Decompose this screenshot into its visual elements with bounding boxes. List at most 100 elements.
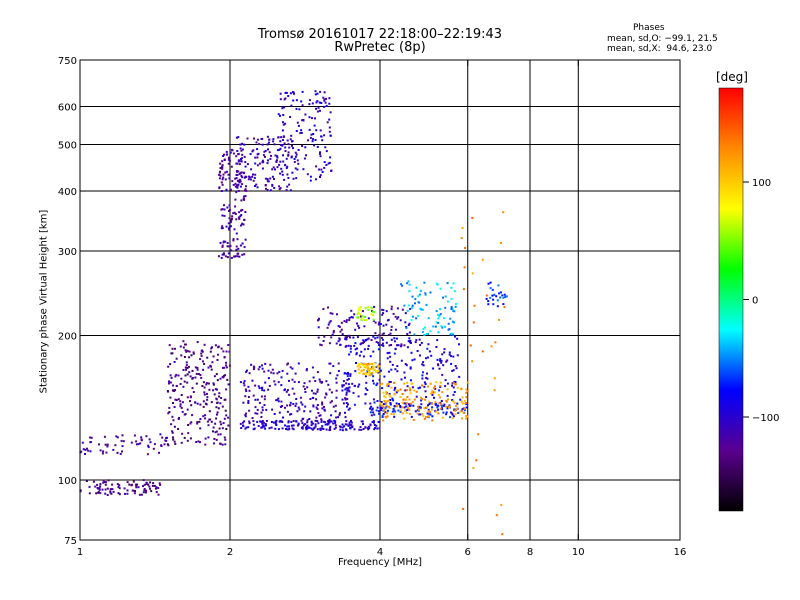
data-point — [438, 389, 441, 392]
data-point — [422, 361, 425, 364]
data-point — [99, 483, 102, 486]
chart-title-line2: RwPretec (8p) — [334, 40, 426, 55]
data-point — [365, 339, 367, 341]
data-point — [391, 397, 394, 400]
data-point — [225, 428, 228, 430]
data-point — [328, 130, 331, 133]
data-point — [219, 170, 221, 173]
data-point — [265, 408, 268, 411]
data-point — [237, 216, 240, 219]
data-point — [401, 406, 404, 409]
data-point — [401, 284, 404, 287]
data-point — [315, 406, 318, 409]
data-point — [428, 413, 431, 416]
data-point — [325, 97, 327, 100]
data-point — [172, 384, 174, 387]
data-point — [418, 301, 421, 304]
data-point — [487, 300, 490, 303]
data-point — [429, 330, 432, 333]
data-point — [224, 443, 227, 446]
data-point — [397, 344, 400, 347]
data-point — [267, 388, 270, 391]
data-point — [281, 139, 284, 141]
data-point — [345, 382, 348, 385]
data-point — [202, 400, 205, 403]
data-point — [133, 434, 136, 437]
data-point — [199, 403, 202, 406]
data-point — [297, 381, 300, 384]
data-point — [275, 423, 278, 426]
data-point — [320, 344, 323, 347]
data-point — [235, 155, 238, 158]
data-point — [354, 342, 357, 345]
data-point — [340, 328, 343, 331]
data-point — [326, 326, 329, 329]
data-point — [362, 362, 365, 365]
data-point — [263, 398, 266, 401]
data-point — [225, 414, 228, 417]
data-point — [206, 396, 209, 399]
data-point — [190, 404, 193, 407]
data-point — [196, 422, 199, 425]
data-point — [386, 352, 389, 355]
data-point — [370, 408, 373, 411]
data-point — [184, 366, 187, 369]
data-point — [264, 177, 267, 180]
data-point — [386, 415, 389, 418]
data-point — [419, 386, 421, 389]
data-point — [321, 425, 324, 428]
data-point — [216, 413, 218, 416]
data-point — [179, 383, 182, 385]
data-point — [360, 309, 362, 312]
data-point — [316, 110, 319, 113]
data-point — [250, 178, 252, 181]
x-tick-label: 2 — [227, 547, 233, 558]
data-point — [289, 116, 292, 118]
data-point — [455, 302, 457, 305]
data-point — [417, 295, 419, 298]
data-point — [278, 148, 281, 151]
data-point — [261, 364, 263, 367]
data-point — [334, 426, 337, 429]
data-point — [394, 347, 397, 350]
data-point — [323, 99, 326, 102]
data-point — [435, 402, 438, 405]
data-point — [200, 376, 203, 379]
data-point — [168, 406, 171, 409]
data-point — [314, 117, 316, 120]
data-point — [171, 352, 174, 355]
data-point — [321, 139, 324, 142]
data-point — [287, 420, 290, 423]
data-point — [495, 514, 498, 517]
data-point — [437, 412, 440, 415]
data-point — [319, 152, 321, 155]
data-point — [227, 156, 230, 159]
data-point — [260, 426, 263, 429]
data-point — [273, 143, 276, 146]
data-point — [450, 355, 452, 358]
data-point — [290, 134, 293, 137]
data-point — [224, 178, 227, 181]
data-point — [499, 242, 502, 244]
data-point — [373, 369, 376, 371]
data-point — [327, 306, 329, 309]
data-point — [336, 374, 339, 377]
data-point — [437, 331, 440, 334]
data-point — [411, 306, 413, 309]
data-point — [248, 372, 251, 375]
y-tick-label: 750 — [58, 56, 77, 67]
data-point — [413, 389, 416, 392]
data-point — [126, 492, 129, 495]
data-point — [90, 436, 93, 439]
data-point — [493, 389, 496, 392]
data-point — [421, 331, 424, 334]
data-point — [445, 399, 448, 402]
data-point — [227, 162, 230, 165]
data-point — [319, 176, 321, 178]
data-point — [450, 306, 453, 309]
data-point — [439, 308, 442, 311]
data-point — [415, 395, 418, 398]
data-point — [372, 350, 375, 353]
data-point — [284, 97, 287, 100]
data-point — [200, 352, 203, 355]
